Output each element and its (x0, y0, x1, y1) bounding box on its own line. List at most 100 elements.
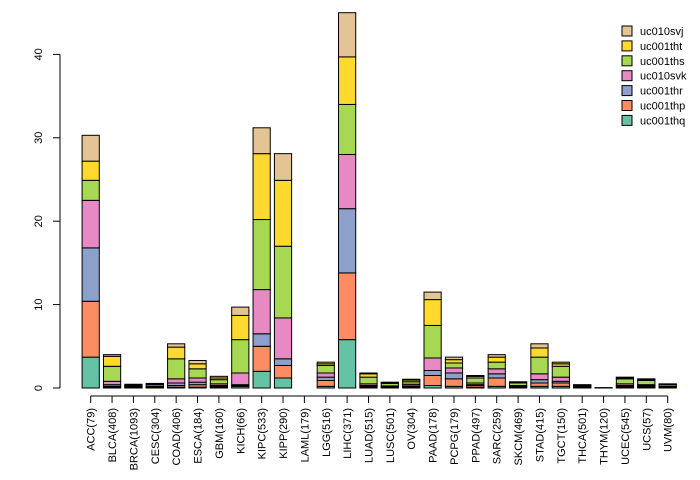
bar-segment-uc001ths (466, 377, 485, 384)
bar-segment-uc001tht (338, 56, 357, 105)
bar-segment-uc001ths (252, 219, 271, 291)
bar-segment-uc001thr (487, 373, 506, 379)
bar-segment-uc010svj (466, 374, 485, 377)
x-tick-label: PCPG(179) (449, 408, 461, 465)
x-tick-label: LUSC(501) (385, 408, 397, 463)
bar-segment-uc010svj (167, 343, 186, 348)
bar-segment-uc010svj (338, 12, 357, 58)
bar-segment-uc010svk (252, 289, 271, 335)
x-axis: ACC(79) BLCA(408) BRCA(1093) CESC(304) COAD(… (86, 395, 675, 470)
bar-stack (231, 306, 250, 389)
legend-swatch (621, 114, 633, 126)
bar-segment-uc001thr (530, 379, 549, 384)
bar-segment-uc001tht (231, 314, 250, 341)
bar-stack (658, 383, 677, 389)
bar-segment-uc001ths (615, 378, 635, 385)
bar-stack (188, 359, 207, 389)
bar-stack (124, 383, 143, 389)
bar-segment-uc001thr (273, 358, 293, 366)
legend-item: uc001thq (621, 114, 685, 127)
bar-segment-uc010svk (316, 372, 335, 378)
legend-swatch (621, 25, 633, 37)
bar-stack (380, 381, 399, 389)
x-tick-label: LGG(516) (321, 408, 333, 457)
bar-segment-uc010svk (188, 377, 207, 383)
bar-stack (487, 354, 506, 389)
bar-segment-uc001tht (530, 347, 549, 358)
bar-stack (530, 343, 549, 389)
x-tick-label: STAD(415) (534, 408, 546, 462)
bar-segment-uc001tht (188, 363, 207, 370)
bar-stack (252, 127, 271, 389)
bar-segment-uc010svk (231, 372, 250, 386)
x-tick-label: SKCM(469) (513, 408, 525, 465)
bar-segment-uc010svk (273, 317, 293, 360)
x-tick-label: PPAD(497) (470, 408, 482, 463)
bar-segment-uc001thp (81, 300, 100, 358)
bar-segment-uc010svj (637, 378, 656, 381)
bar-segment-uc001thq (252, 370, 271, 389)
bar-segment-uc001thq (273, 377, 293, 389)
legend-label: uc001thq (640, 115, 685, 127)
y-axis: 0 10 20 30 40 (33, 48, 61, 391)
x-tick-label: TGCT(150) (556, 408, 568, 464)
bar-segment-uc010svj (231, 306, 250, 316)
bar-segment-uc010svj (316, 361, 335, 365)
bar-segment-uc001tht (252, 153, 271, 221)
bar-stack (359, 372, 378, 389)
x-tick-label: UCS(57) (641, 408, 653, 451)
x-tick-label: THCA(501) (577, 408, 589, 464)
bar-segment-uc010svj (209, 375, 229, 379)
bar-segment-uc010svj (359, 372, 378, 375)
bar-segment-uc010svj (615, 376, 635, 379)
bar-segment-uc001ths (167, 358, 186, 380)
bar-segment-uc001thp (338, 272, 357, 341)
bar-stack (102, 354, 122, 389)
bar-segment-uc010svk (487, 368, 506, 375)
bar-segment-uc001thp (423, 374, 442, 386)
x-tick-label: LUAD(515) (363, 408, 375, 463)
legend-label: uc001tht (640, 41, 682, 53)
bar-segment-uc010svj (81, 134, 100, 162)
bar-stack (209, 375, 229, 389)
bar-segment-uc001ths (81, 179, 100, 201)
bar-segment-uc001thp (273, 364, 293, 379)
x-tick-label: LAML(179) (299, 408, 311, 462)
bar-segment-uc001tht (102, 355, 122, 367)
x-tick-label: PAAD(178) (428, 408, 440, 463)
x-tick-label: SARC(259) (492, 408, 504, 464)
bar-segment-uc001ths (487, 361, 506, 370)
bar-segment-uc001ths (444, 362, 464, 369)
y-tick-label: 10 (33, 298, 45, 310)
bar-segment-uc001tht (444, 359, 464, 364)
bar-segment-uc001ths (551, 365, 570, 378)
bar-segment-uc010svk (81, 199, 100, 249)
bar-segment-uc001thq (81, 356, 100, 389)
bar-segment-uc001thr (252, 333, 271, 347)
bar-segment-uc001ths (273, 245, 293, 319)
legend-label: uc010svj (640, 26, 683, 38)
x-tick-label: KICH(66) (235, 408, 247, 454)
bar-segment-uc010svj (530, 343, 549, 349)
bar-segment-uc010svj (487, 354, 506, 358)
bar-segment-uc001tht (423, 299, 442, 326)
bar-segment-uc001ths (530, 356, 549, 375)
legend-item: uc001ths (621, 55, 685, 68)
bar-segment-uc001tht (487, 356, 506, 363)
x-tick-label: KIPC(533) (257, 408, 269, 459)
legend-swatch (621, 70, 633, 82)
bar-segment-uc001ths (316, 364, 335, 374)
bar-segment-uc001ths (188, 368, 207, 379)
bar-segment-uc010svj (444, 356, 464, 361)
bar-segment-uc001thq (338, 339, 357, 389)
bar-segment-uc001ths (209, 379, 229, 385)
bar-segment-uc001ths (231, 339, 250, 374)
bar-segment-uc001thp (444, 378, 464, 387)
x-tick-label: BRCA(1093) (128, 408, 140, 470)
bar-stack (615, 376, 635, 389)
bar-segment-uc001thr (444, 372, 464, 380)
bar-segment-uc001thr (338, 208, 357, 274)
y-tick-label: 30 (33, 132, 45, 144)
bar-stack (444, 356, 464, 389)
